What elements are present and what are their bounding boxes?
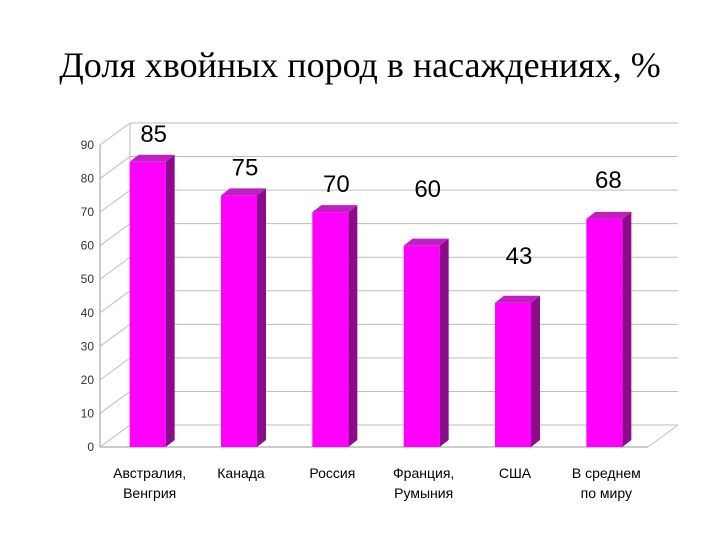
bar-side: [348, 205, 358, 447]
floor-edge: [647, 424, 679, 448]
chart-title: Доля хвойных пород в насаждениях, %: [59, 45, 661, 85]
data-label: 75: [232, 154, 259, 181]
gridline-side: [99, 290, 131, 314]
bar: [403, 245, 440, 447]
bar-top: [129, 154, 175, 162]
gridline-side: [99, 323, 131, 347]
bar-side: [531, 295, 540, 447]
gridline-side: [99, 256, 131, 280]
gridline-side: [99, 391, 131, 414]
bar: [129, 161, 166, 447]
bar-side: [165, 154, 175, 447]
x-tick-label: Канада: [217, 465, 265, 481]
y-tick-label: 20: [81, 373, 95, 387]
x-tick-label: по миру: [581, 485, 632, 501]
bar-top: [586, 211, 632, 219]
x-tick-label: США: [499, 465, 532, 481]
bar-top: [403, 238, 449, 246]
bar: [221, 195, 257, 447]
bar: [312, 212, 349, 447]
x-tick-label: В среднем: [572, 465, 641, 481]
data-label: 70: [323, 171, 350, 198]
gridline-side: [99, 223, 131, 247]
y-tick-label: 70: [81, 205, 95, 219]
x-tick-label: Австралия,: [113, 465, 186, 481]
y-tick-label: 80: [81, 172, 95, 186]
bar: [586, 218, 623, 447]
y-tick-label: 10: [81, 406, 95, 420]
gridline-side: [99, 156, 131, 179]
gridline-side: [99, 357, 131, 381]
bar-top: [312, 205, 358, 213]
bar-side: [622, 211, 632, 447]
x-tick-label: Франция,: [393, 465, 454, 481]
y-tick-label: 90: [81, 138, 95, 152]
data-label: 68: [595, 167, 622, 194]
data-label: 43: [506, 243, 533, 270]
x-tick-label: Румыния: [394, 485, 453, 501]
y-tick-label: 0: [87, 440, 94, 454]
x-tick-label: Россия: [309, 465, 355, 481]
y-tick-label: 40: [81, 306, 95, 320]
bar-side: [257, 188, 266, 448]
gridline-side: [99, 189, 131, 213]
x-tick-label: Венгрия: [123, 485, 176, 501]
bar-top: [495, 295, 540, 303]
bar-side: [439, 238, 449, 447]
y-tick-label: 60: [81, 239, 95, 253]
data-label: 85: [140, 121, 167, 148]
gridline-side: [99, 122, 131, 146]
gridline-side: [99, 424, 131, 448]
bar: [495, 302, 531, 447]
bar-top: [221, 188, 266, 196]
y-tick-label: 50: [81, 272, 95, 286]
data-label: 60: [414, 176, 441, 203]
y-tick-label: 30: [81, 339, 95, 353]
